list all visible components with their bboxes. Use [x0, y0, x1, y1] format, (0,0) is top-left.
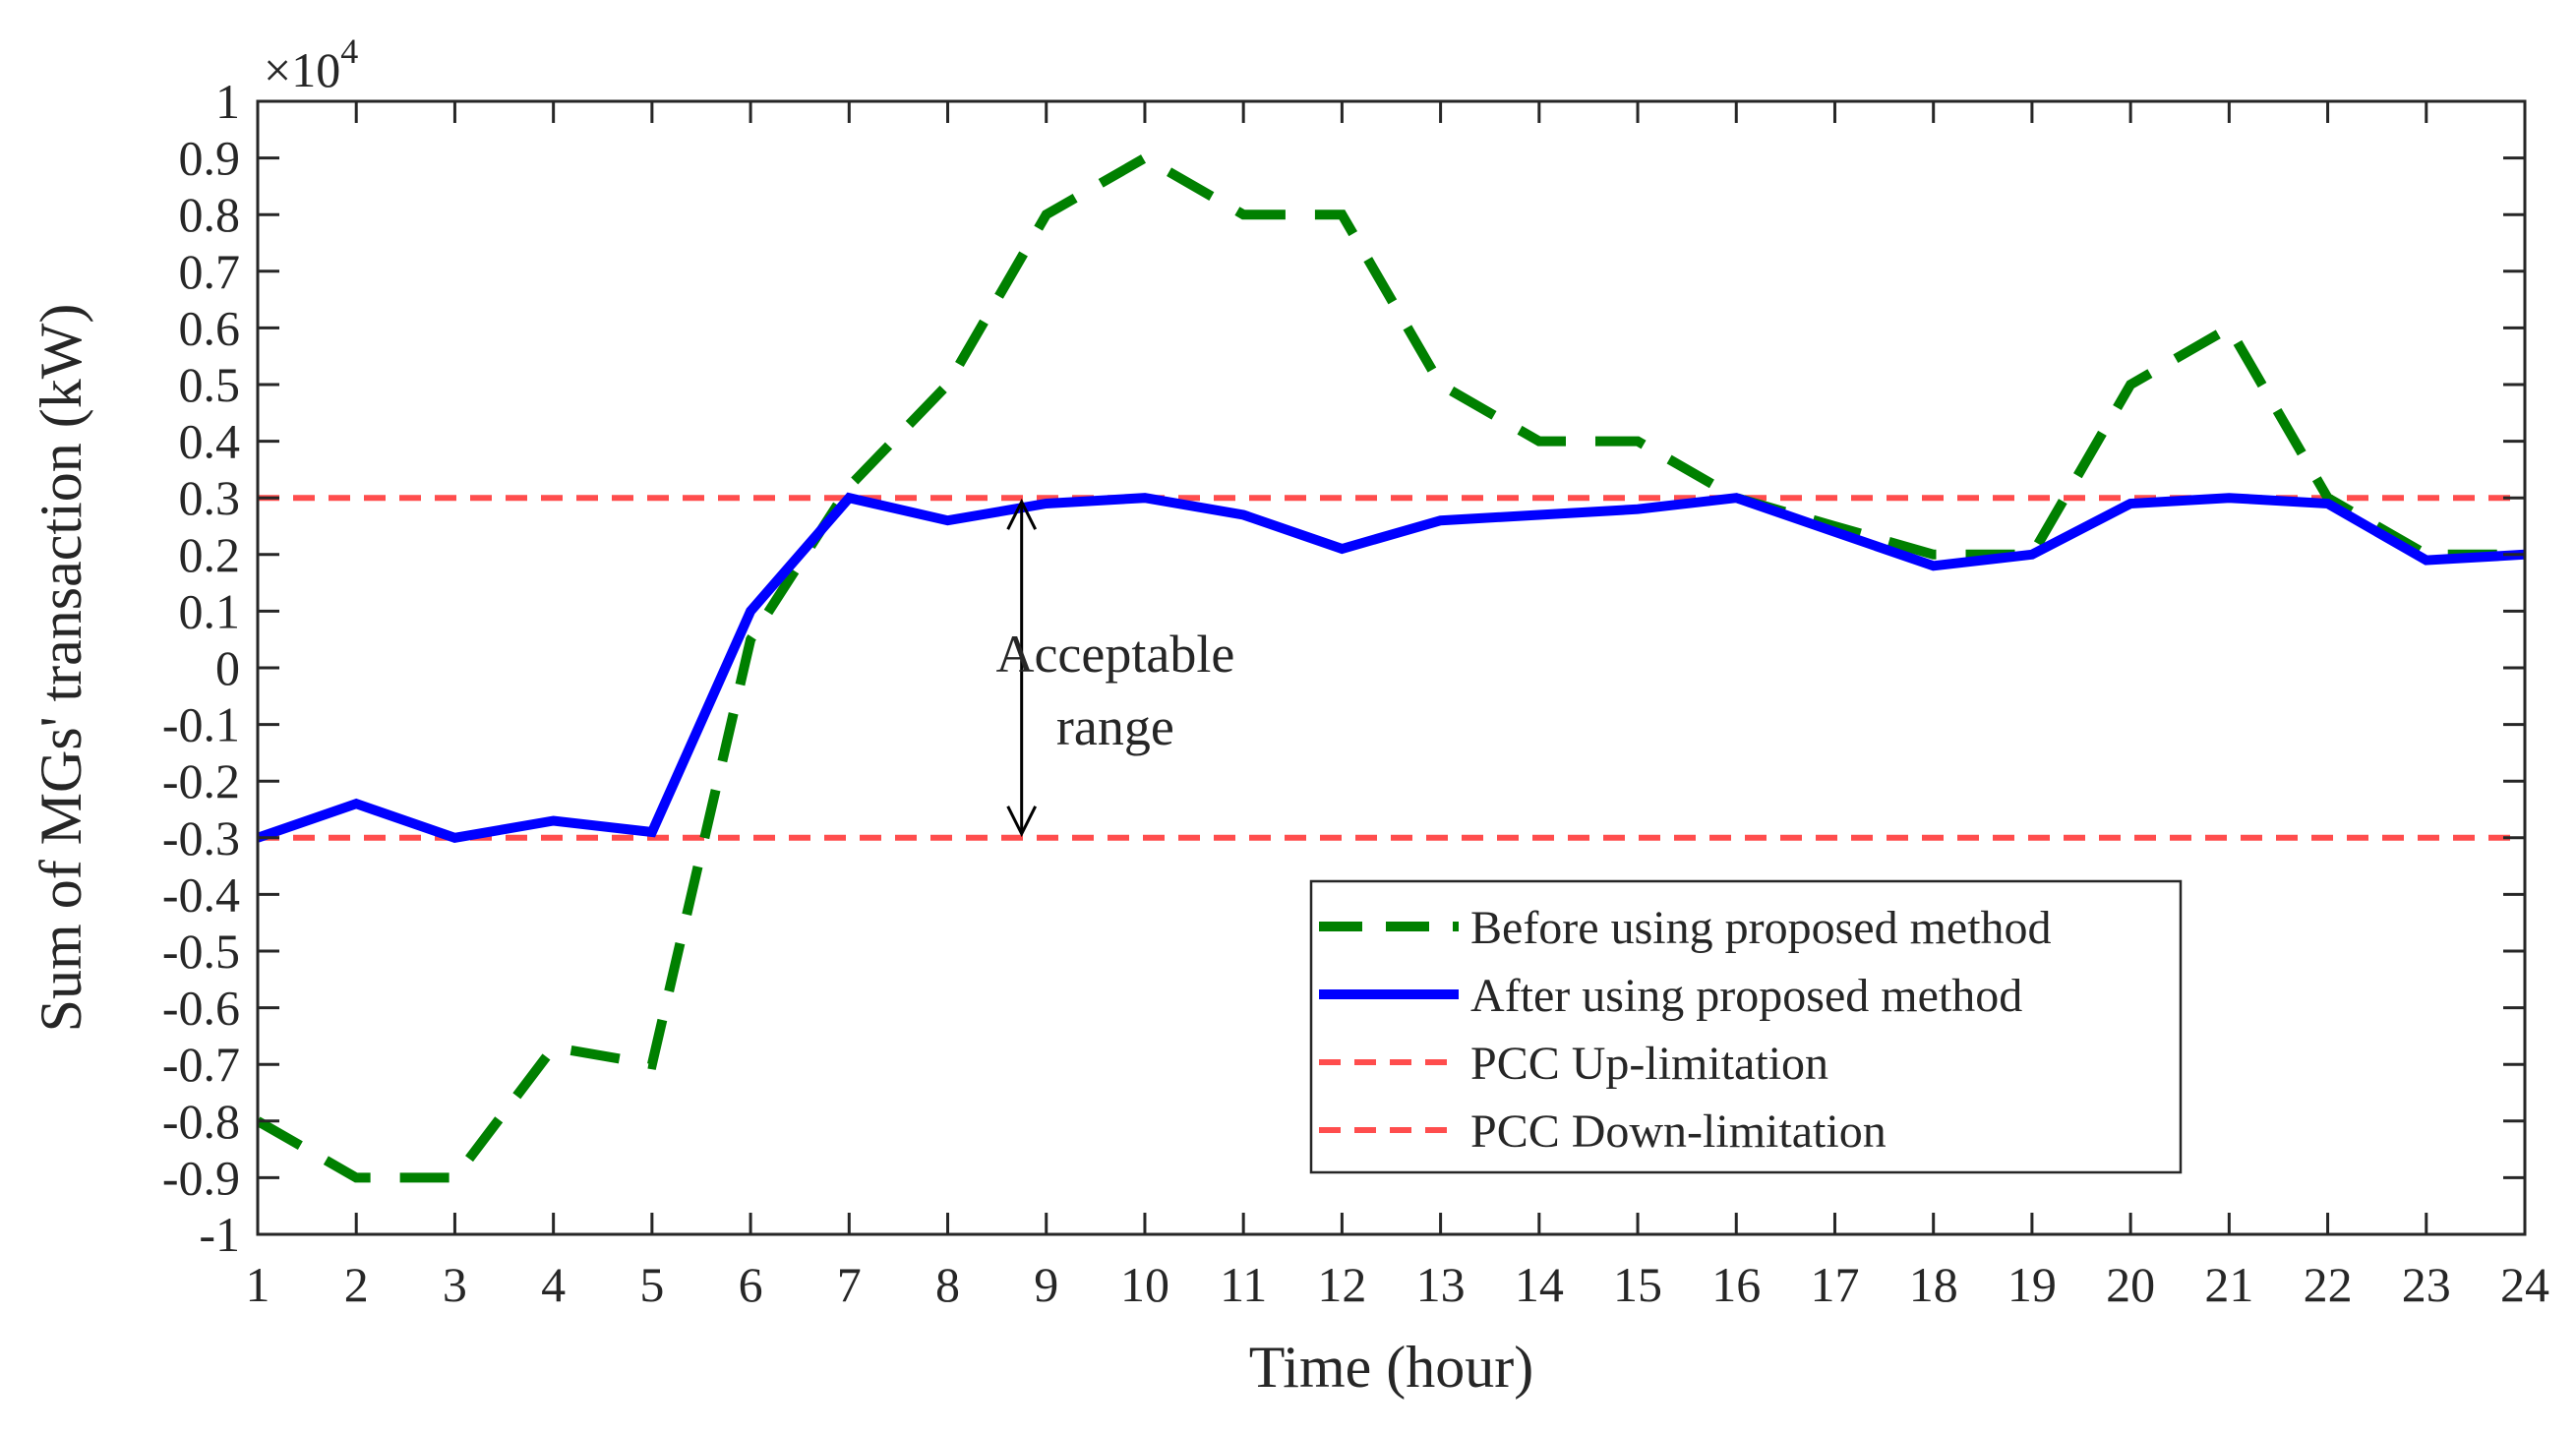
axes-layer: 1 2 3 4 5 6 7 8 9 10 11 12 13 14 15 16 17 18 19 20 21 22 23 241… — [29, 31, 2549, 1400]
y-tick-label: 0.1 — [179, 583, 241, 638]
x-tick-label: 19 — [2007, 1257, 2057, 1312]
x-tick-label: 12 — [1317, 1257, 1366, 1312]
x-tick-label: 24 — [2500, 1257, 2549, 1312]
x-tick-label: 9 — [1034, 1257, 1058, 1312]
x-tick-label: 8 — [935, 1257, 960, 1312]
y-tick-label: -0.9 — [162, 1150, 240, 1205]
y-axis-exponent: ×104 — [264, 31, 358, 97]
legend-label: PCC Down-limitation — [1470, 1105, 1887, 1158]
y-tick-label: -0.4 — [162, 866, 240, 922]
x-tick-label: 18 — [1909, 1257, 1958, 1312]
annotation-layer: Acceptable range — [995, 498, 1234, 838]
y-tick-label: 0.2 — [179, 527, 241, 582]
series-line-0 — [258, 151, 2525, 1183]
x-tick-label: 16 — [1711, 1257, 1761, 1312]
y-tick-label: -0.2 — [162, 753, 240, 808]
exponent-base: ×10 — [264, 42, 340, 97]
y-tick-label: 1 — [215, 74, 240, 129]
x-axis-title: Time (hour) — [1249, 1335, 1533, 1400]
y-tick-label: -0.1 — [162, 697, 240, 752]
x-tick-label: 21 — [2204, 1257, 2253, 1312]
y-tick-label: 0 — [215, 640, 240, 695]
series-line-1 — [258, 492, 2525, 843]
x-tick-label: 2 — [344, 1257, 369, 1312]
y-tick-label: -1 — [199, 1207, 240, 1262]
y-tick-label: 0.5 — [179, 357, 241, 412]
x-tick-label: 17 — [1810, 1257, 1859, 1312]
x-tick-label: 6 — [739, 1257, 763, 1312]
y-tick-label: 0.6 — [179, 300, 241, 355]
x-tick-label: 14 — [1515, 1257, 1564, 1312]
x-tick-label: 5 — [639, 1257, 664, 1312]
x-tick-label: 20 — [2106, 1257, 2155, 1312]
y-tick-label: 0.4 — [179, 414, 241, 469]
y-tick-label: -0.3 — [162, 810, 240, 866]
legend-label: After using proposed method — [1470, 970, 2022, 1022]
legend-label: PCC Up-limitation — [1470, 1038, 1828, 1090]
exponent-power: 4 — [340, 31, 358, 71]
y-tick-label: -0.7 — [162, 1037, 240, 1092]
x-tick-label: 3 — [443, 1257, 467, 1312]
y-tick-label: -0.5 — [162, 924, 240, 979]
legend: Before using proposed method After using … — [1309, 879, 2183, 1174]
x-tick-label: 7 — [837, 1257, 862, 1312]
x-tick-label: 13 — [1416, 1257, 1466, 1312]
legend-label: Before using proposed method — [1470, 902, 2052, 954]
x-tick-label: 11 — [1220, 1257, 1267, 1312]
range-arrow-head-up — [1006, 498, 1038, 530]
y-tick-label: 0.8 — [179, 187, 241, 242]
y-tick-label: -0.8 — [162, 1094, 240, 1149]
x-tick-label: 22 — [2304, 1257, 2353, 1312]
x-tick-label: 10 — [1120, 1257, 1169, 1312]
range-arrow-head-down — [1006, 806, 1038, 838]
x-tick-label: 23 — [2402, 1257, 2451, 1312]
x-tick-label: 15 — [1613, 1257, 1662, 1312]
y-tick-label: 0.7 — [179, 244, 241, 299]
x-tick-label: 4 — [541, 1257, 566, 1312]
y-tick-label: 0.9 — [179, 131, 241, 186]
y-axis-title: Sum of MGs' transaction (kW) — [29, 304, 93, 1033]
y-tick-label: 0.3 — [179, 470, 241, 525]
annotation-text: range — [1056, 697, 1174, 756]
y-tick-label: -0.6 — [162, 981, 240, 1036]
x-tick-label: 1 — [246, 1257, 270, 1312]
data-layer — [258, 151, 2525, 1183]
annotation-text: Acceptable — [995, 625, 1234, 684]
